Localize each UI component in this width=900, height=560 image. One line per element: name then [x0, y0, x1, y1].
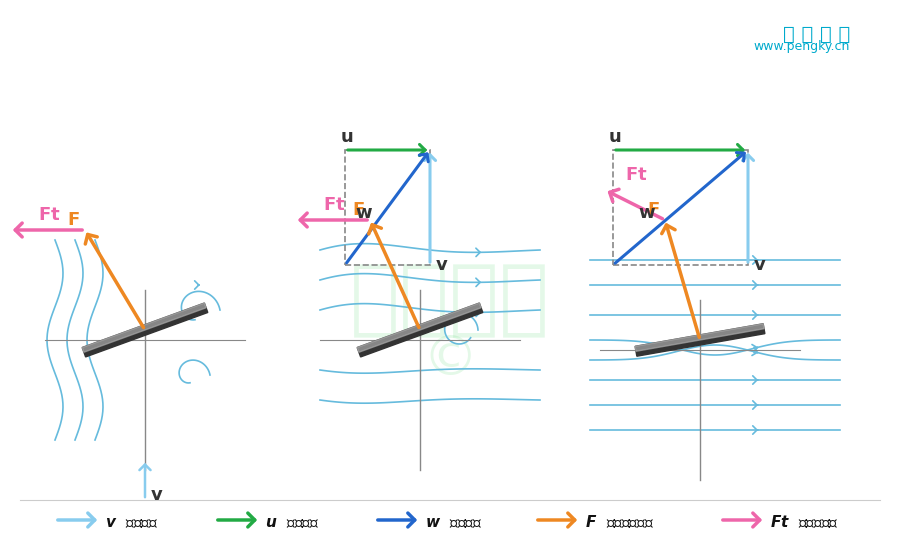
Polygon shape: [357, 303, 482, 352]
Text: $\mathbf{Ft}$: $\mathbf{Ft}$: [38, 206, 60, 224]
Text: www.pengky.cn: www.pengky.cn: [753, 40, 850, 53]
Text: $\boldsymbol{F}$  叶片受气动力: $\boldsymbol{F}$ 叶片受气动力: [585, 514, 654, 530]
Text: $\mathbf{Ft}$: $\mathbf{Ft}$: [625, 166, 647, 184]
Text: ©: ©: [422, 333, 478, 387]
Text: $\boldsymbol{Ft}$  形成切向力: $\boldsymbol{Ft}$ 形成切向力: [770, 514, 839, 530]
Text: $\boldsymbol{v}$  来风速度: $\boldsymbol{v}$ 来风速度: [105, 515, 158, 530]
Text: $\mathbf{F}$: $\mathbf{F}$: [67, 211, 80, 229]
Text: 鹏芃科艺: 鹏芃科艺: [350, 259, 550, 340]
Polygon shape: [635, 324, 765, 356]
Text: $\boldsymbol{w}$  相对风速: $\boldsymbol{w}$ 相对风速: [425, 515, 482, 530]
Text: $\mathbf{u}$: $\mathbf{u}$: [340, 128, 354, 146]
Polygon shape: [635, 324, 764, 351]
Text: $\mathbf{F}$: $\mathbf{F}$: [647, 201, 660, 219]
Text: 鹏 芃 科 艺: 鹏 芃 科 艺: [783, 25, 850, 44]
Text: $\mathbf{w}$: $\mathbf{w}$: [638, 203, 656, 222]
Text: $\mathbf{v}$: $\mathbf{v}$: [435, 256, 448, 274]
Text: $\mathbf{w}$: $\mathbf{w}$: [355, 203, 373, 222]
Polygon shape: [82, 303, 206, 352]
Text: $\boldsymbol{u}$  切向风速: $\boldsymbol{u}$ 切向风速: [265, 515, 319, 530]
Text: $\mathbf{Ft}$: $\mathbf{Ft}$: [322, 196, 345, 214]
Text: $\mathbf{v}$: $\mathbf{v}$: [753, 256, 767, 274]
Text: $\mathbf{v}$: $\mathbf{v}$: [150, 486, 164, 504]
Text: $\mathbf{F}$: $\mathbf{F}$: [352, 201, 365, 219]
Polygon shape: [82, 303, 208, 357]
Text: $\mathbf{u}$: $\mathbf{u}$: [608, 128, 621, 146]
Polygon shape: [357, 303, 482, 357]
